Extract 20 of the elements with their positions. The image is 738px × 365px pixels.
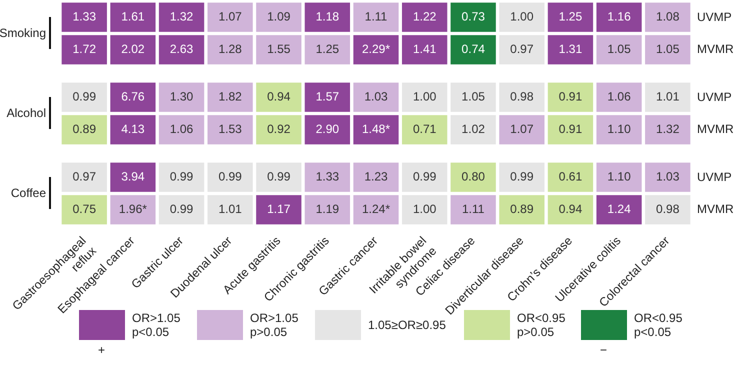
data-label: 2.29* (362, 42, 390, 56)
category-label: OR<0.95 p>0.05 (517, 311, 566, 339)
y-tick-label: MVMR (697, 202, 734, 216)
category-label: OR<0.95 p<0.05 (634, 311, 682, 339)
data-label: 0.99 (170, 202, 194, 216)
y-tick-label: UVMP (697, 10, 732, 24)
category-label: OR>1.05 p>0.05 (250, 311, 298, 339)
text: + (98, 343, 106, 357)
category-label: OR>1.05 p<0.05 (132, 311, 180, 339)
y-axis-title: Alcohol (6, 106, 46, 120)
data-label: 0.99 (170, 170, 194, 184)
text: − (600, 343, 608, 357)
y-axis-title: Coffee (10, 186, 46, 200)
y-tick-label: UVMP (697, 90, 732, 104)
y-tick-label: MVMR (697, 122, 734, 136)
category-label: 1.05≥OR≥0.95 (368, 318, 446, 332)
y-axis-title: Smoking (0, 26, 46, 40)
data-label: 1.96* (118, 202, 148, 216)
y-tick-label: UVMP (697, 170, 732, 184)
y-tick-label: MVMR (697, 42, 734, 56)
